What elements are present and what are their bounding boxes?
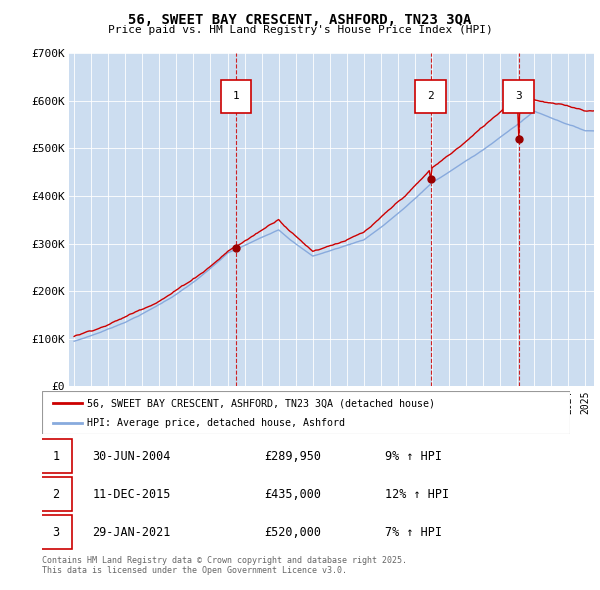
- Text: £289,950: £289,950: [264, 450, 321, 463]
- FancyBboxPatch shape: [415, 80, 446, 113]
- Text: 7% ↑ HPI: 7% ↑ HPI: [385, 526, 442, 539]
- Text: 29-JAN-2021: 29-JAN-2021: [92, 526, 170, 539]
- Text: 11-DEC-2015: 11-DEC-2015: [92, 487, 170, 501]
- Text: 2: 2: [427, 91, 434, 101]
- FancyBboxPatch shape: [503, 80, 534, 113]
- Text: 56, SWEET BAY CRESCENT, ASHFORD, TN23 3QA (detached house): 56, SWEET BAY CRESCENT, ASHFORD, TN23 3Q…: [87, 398, 435, 408]
- Text: 3: 3: [515, 91, 522, 101]
- Text: Price paid vs. HM Land Registry's House Price Index (HPI): Price paid vs. HM Land Registry's House …: [107, 25, 493, 35]
- Text: 12% ↑ HPI: 12% ↑ HPI: [385, 487, 449, 501]
- Text: 9% ↑ HPI: 9% ↑ HPI: [385, 450, 442, 463]
- Text: 56, SWEET BAY CRESCENT, ASHFORD, TN23 3QA: 56, SWEET BAY CRESCENT, ASHFORD, TN23 3Q…: [128, 13, 472, 27]
- FancyBboxPatch shape: [221, 80, 251, 113]
- Text: 2: 2: [52, 487, 59, 501]
- Text: £520,000: £520,000: [264, 526, 321, 539]
- Text: 1: 1: [52, 450, 59, 463]
- Text: 1: 1: [233, 91, 239, 101]
- FancyBboxPatch shape: [40, 516, 72, 549]
- FancyBboxPatch shape: [40, 440, 72, 473]
- Text: Contains HM Land Registry data © Crown copyright and database right 2025.
This d: Contains HM Land Registry data © Crown c…: [42, 556, 407, 575]
- Text: 30-JUN-2004: 30-JUN-2004: [92, 450, 170, 463]
- FancyBboxPatch shape: [42, 391, 570, 434]
- FancyBboxPatch shape: [40, 477, 72, 511]
- Text: £435,000: £435,000: [264, 487, 321, 501]
- Text: HPI: Average price, detached house, Ashford: HPI: Average price, detached house, Ashf…: [87, 418, 345, 428]
- Text: 3: 3: [52, 526, 59, 539]
